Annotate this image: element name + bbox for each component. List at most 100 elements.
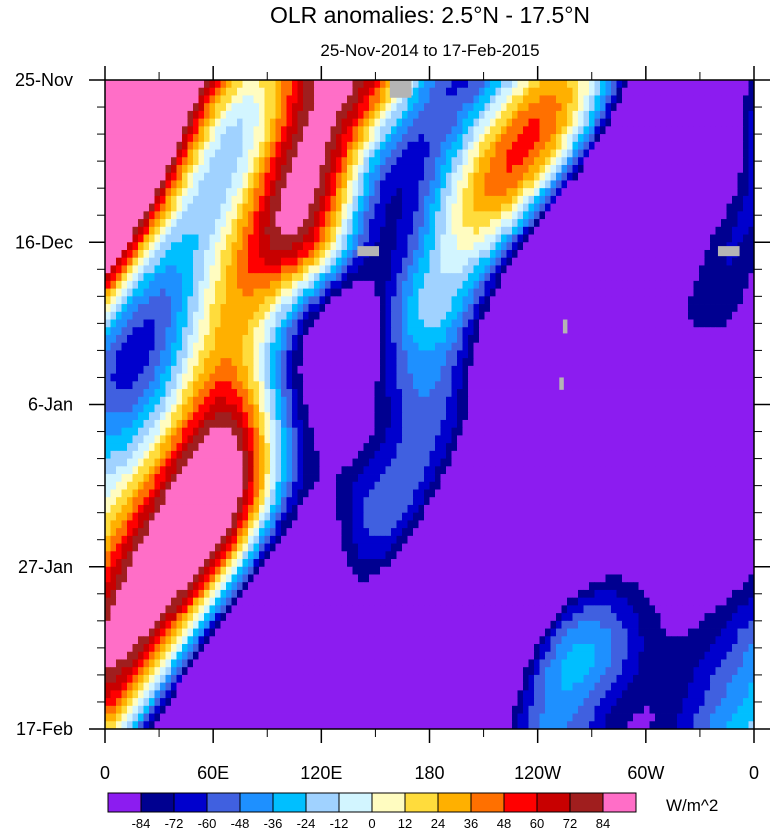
field-cell	[402, 118, 408, 127]
field-cell	[264, 195, 271, 205]
field-cell	[380, 87, 386, 96]
field-cell	[275, 342, 282, 351]
field-cell	[446, 149, 452, 158]
field-cell	[534, 334, 540, 344]
field-cell	[270, 365, 276, 374]
field-cell	[688, 257, 694, 266]
field-cell	[391, 327, 397, 336]
field-cell	[644, 211, 650, 220]
field-cell	[204, 141, 210, 150]
field-cell	[171, 381, 177, 390]
field-cell	[270, 95, 276, 104]
field-cell	[490, 103, 496, 112]
field-cell	[715, 172, 722, 181]
field-cell	[512, 319, 518, 328]
field-cell	[638, 273, 645, 282]
field-cell	[462, 350, 469, 359]
field-cell	[363, 180, 370, 189]
field-cell	[644, 288, 650, 297]
field-cell	[110, 80, 117, 89]
field-cell	[440, 118, 447, 127]
field-cell	[627, 280, 634, 290]
field-cell	[281, 319, 287, 328]
field-cell	[693, 226, 700, 235]
field-cell	[473, 296, 480, 305]
field-cell	[303, 80, 309, 89]
field-cell	[149, 319, 155, 328]
field-cell	[616, 80, 623, 89]
field-cell	[374, 149, 381, 158]
field-cell	[512, 180, 518, 189]
field-cell	[517, 80, 524, 89]
field-cell	[347, 319, 353, 328]
field-cell	[567, 126, 573, 135]
field-cell	[682, 311, 689, 320]
field-cell	[479, 381, 485, 390]
field-cell	[721, 134, 727, 143]
field-cell	[545, 373, 551, 382]
field-cell	[627, 195, 634, 205]
field-cell	[380, 126, 386, 135]
field-cell	[149, 234, 155, 243]
field-cell	[237, 118, 243, 127]
field-cell	[693, 149, 700, 158]
field-cell	[407, 304, 414, 313]
field-cell	[121, 188, 128, 197]
field-cell	[165, 265, 172, 274]
field-cell	[209, 296, 216, 305]
field-cell	[363, 234, 370, 243]
field-cell	[748, 172, 755, 181]
field-cell	[253, 350, 260, 359]
field-cell	[627, 365, 634, 374]
field-cell	[314, 157, 320, 166]
field-cell	[259, 103, 265, 112]
field-cell	[336, 373, 342, 382]
field-cell	[446, 319, 452, 328]
field-cell	[523, 203, 529, 212]
field-cell	[385, 110, 392, 120]
field-cell	[121, 342, 128, 351]
field-cell	[451, 350, 458, 359]
field-cell	[495, 219, 502, 228]
field-cell	[550, 203, 557, 212]
field-cell	[231, 342, 238, 351]
field-cell	[638, 242, 645, 251]
field-cell	[330, 358, 337, 367]
field-cell	[165, 311, 172, 320]
field-cell	[429, 103, 436, 112]
field-cell	[550, 80, 557, 89]
field-cell	[704, 327, 711, 336]
field-cell	[330, 249, 337, 259]
field-cell	[523, 118, 529, 127]
field-cell	[479, 280, 485, 290]
field-cell	[688, 95, 694, 104]
field-cell	[391, 242, 397, 251]
field-cell	[699, 164, 705, 174]
field-cell	[594, 110, 601, 120]
field-cell	[688, 334, 694, 344]
field-cell	[182, 134, 188, 143]
field-cell	[204, 257, 210, 266]
field-cell	[715, 126, 722, 135]
field-cell	[457, 211, 463, 220]
field-cell	[325, 80, 331, 89]
field-cell	[391, 141, 397, 150]
field-cell	[358, 149, 364, 158]
field-cell	[600, 164, 606, 174]
field-cell	[561, 195, 568, 205]
field-cell	[215, 350, 221, 359]
field-cell	[374, 265, 381, 274]
field-cell	[457, 110, 463, 120]
field-cell	[303, 234, 309, 243]
field-cell	[165, 110, 172, 120]
field-cell	[385, 242, 392, 251]
field-cell	[484, 342, 491, 351]
field-cell	[682, 242, 689, 251]
field-cell	[347, 249, 353, 259]
field-cell	[495, 126, 502, 135]
field-cell	[435, 396, 441, 405]
field-cell	[237, 257, 243, 266]
field-cell	[187, 103, 194, 112]
field-cell	[666, 304, 672, 313]
field-cell	[462, 249, 469, 259]
